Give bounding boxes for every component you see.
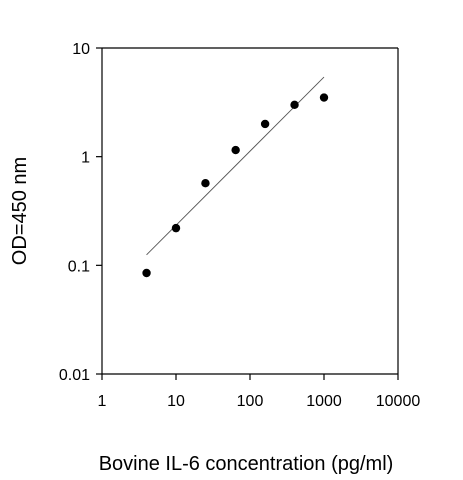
data-point — [260, 119, 270, 129]
x-tick-label: 1 — [98, 393, 107, 410]
x-tick-label: 100 — [237, 393, 264, 410]
data-point — [201, 178, 210, 188]
data-point — [319, 93, 329, 102]
x-axis-ticks: 1 10 100 1000 10000 — [98, 374, 421, 410]
y-tick-label: 1 — [81, 150, 90, 167]
data-point — [171, 223, 181, 233]
plot-area: 1 10 100 1000 10000 0.01 0.1 1 10 — [59, 41, 420, 410]
y-axis-title: OD=450 nm — [9, 157, 31, 265]
data-point — [290, 100, 299, 110]
data-point — [142, 268, 151, 278]
data-point — [231, 145, 240, 155]
y-axis-ticks: 0.01 0.1 1 10 — [59, 41, 102, 384]
x-axis-title: Bovine IL-6 concentration (pg/ml) — [99, 453, 394, 475]
y-tick-label: 0.01 — [59, 367, 90, 384]
x-tick-label: 10 — [167, 393, 185, 410]
x-tick-label: 1000 — [306, 393, 342, 410]
data-points — [142, 93, 329, 278]
y-tick-label: 10 — [72, 41, 90, 58]
x-tick-label: 10000 — [376, 393, 421, 410]
y-tick-label: 0.1 — [68, 258, 90, 275]
